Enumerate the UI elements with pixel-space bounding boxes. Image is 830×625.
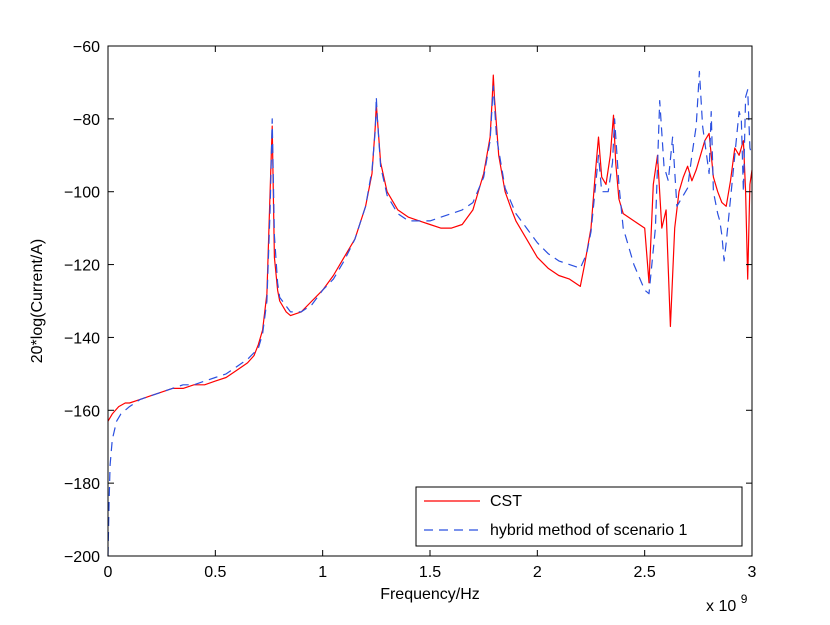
x-axis-multiplier: x 10 9	[706, 592, 748, 615]
x-tick-label: 2.5	[634, 564, 656, 581]
y-tick-label: −100	[64, 185, 100, 202]
y-tick-label: −200	[64, 549, 100, 566]
x-axis-label: Frequency/Hz	[380, 586, 480, 603]
series-line-hybrid	[107, 70, 753, 557]
plot-series	[107, 70, 753, 557]
y-tick-label: −180	[64, 476, 100, 493]
y-tick-label: −60	[73, 39, 100, 56]
y-tick-label: −80	[73, 112, 100, 129]
x-axis-multiplier-exponent: 9	[741, 592, 748, 606]
y-axis-ticks: −200 −180 −160 −140 −120 −100 −80 −60	[64, 39, 752, 566]
x-tick-label: 1	[318, 564, 327, 581]
x-tick-label: 1.5	[419, 564, 441, 581]
x-axis-multiplier-base: x 10	[706, 598, 736, 615]
y-axis-label: 20*log(Current/A)	[29, 239, 46, 364]
x-tick-label: 0.5	[204, 564, 226, 581]
legend-box	[415, 486, 743, 547]
x-tick-label: 0	[104, 564, 113, 581]
legend-label-hybrid: hybrid method of scenario 1	[490, 522, 688, 539]
y-tick-label: −160	[64, 403, 100, 420]
series-line-cst	[107, 74, 753, 422]
y-tick-label: −120	[64, 258, 100, 275]
x-axis-ticks: 0 0.5 1 1.5 2 2.5 3	[104, 46, 757, 581]
x-tick-label: 3	[748, 564, 757, 581]
legend-label-cst: CST	[490, 493, 522, 510]
y-tick-label: −140	[64, 330, 100, 347]
legend: CST hybrid method of scenario 1	[415, 486, 743, 547]
x-tick-label: 2	[533, 564, 542, 581]
